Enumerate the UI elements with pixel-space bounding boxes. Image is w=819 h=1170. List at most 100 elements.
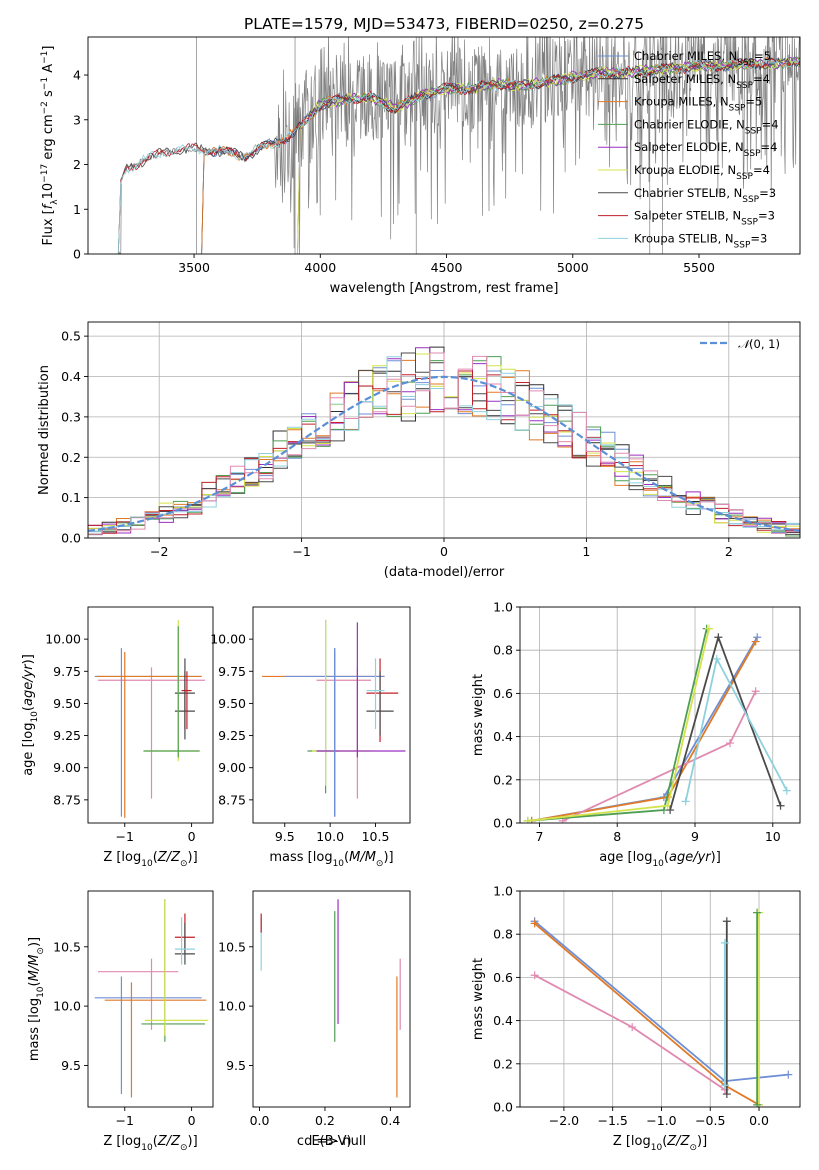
data-point (782, 786, 791, 795)
y-tick-label: 9.50 (218, 696, 246, 711)
y-tick-label: 9.75 (53, 664, 81, 679)
y-tick-label: 0.2 (493, 772, 513, 787)
plot-area (117, 37, 800, 254)
data-point (753, 1100, 762, 1107)
x-tick-label: 4000 (304, 260, 336, 275)
y-tick-label: 0 (73, 247, 81, 262)
x-tick-label: −1.5 (598, 1113, 628, 1128)
y-tick-label: 9.5 (61, 1058, 81, 1073)
x-tick-label: 0.0 (250, 1113, 270, 1128)
y-tick-label: 0.2 (493, 1056, 513, 1071)
panel-4: 7 8 9 10 0.0 0.2 0.4 0.6 0.8 1.0 (493, 600, 800, 844)
y-axis-label: Flux [fλ10−17 erg cm−2 s−1 A−1] (40, 46, 60, 246)
x-tick-label: 5000 (557, 260, 589, 275)
data-point (726, 739, 734, 748)
y-tick-label: 0.0 (493, 816, 513, 831)
y-tick-label: 0.4 (493, 1013, 513, 1028)
x-tick-label: 0 (188, 829, 196, 844)
axes-frame (87, 36, 801, 255)
plot-area (262, 619, 406, 817)
plot-area (520, 891, 800, 1107)
axes-frame (87, 321, 801, 539)
axes-frame (87, 606, 214, 824)
mass-weight-line (534, 974, 726, 1091)
x-tick-label: 2 (725, 544, 733, 559)
plot-area (88, 322, 800, 538)
model-line (297, 57, 800, 254)
chart-title: PLATE=1579, MJD=53473, FIBERID=0250, z=0… (244, 15, 644, 33)
x-axis-label: Z [log10(Z/Z⊙)] (103, 1134, 197, 1153)
y-tick-label: 1 (73, 202, 81, 217)
plot-area (520, 607, 800, 823)
x-tick-label: 3500 (178, 260, 210, 275)
legend-label: Chabrier STELIB, NSSP=3 (634, 186, 776, 205)
y-tick-label: 0.1 (61, 490, 81, 505)
y-tick-label: 9.25 (218, 728, 246, 743)
y-axis-label: mass weight (471, 958, 486, 1040)
y-tick-label: 0.5 (61, 329, 81, 344)
y-axis-label: Normed distribution (37, 365, 52, 495)
normal-reference-curve (88, 375, 800, 532)
legend-label: 𝒩(0, 1) (738, 337, 780, 351)
legend-label: Salpeter STELIB, NSSP=3 (634, 209, 775, 228)
x-tick-label: −2 (150, 544, 168, 559)
y-tick-label: 0.0 (493, 1100, 513, 1115)
y-tick-label: 0.6 (493, 686, 513, 701)
x-tick-label: 1 (582, 544, 590, 559)
x-tick-label: −1 (116, 829, 134, 844)
x-axis-label: Z [log10(Z/Z⊙)] (613, 1134, 707, 1153)
data-point (523, 816, 532, 823)
y-tick-label: 4 (73, 68, 81, 83)
mass-weight-line (562, 690, 757, 822)
x-tick-label: 0 (440, 544, 448, 559)
x-tick-label: 0.2 (315, 1113, 335, 1128)
data-point (628, 1023, 637, 1032)
y-tick-label: 9.00 (218, 760, 246, 775)
y-tick-label: 8.75 (218, 792, 246, 807)
axes-frame (87, 890, 214, 1108)
data-point (530, 919, 539, 928)
data-point (776, 801, 785, 810)
data-point (722, 917, 731, 926)
plot-area (94, 899, 209, 1098)
y-tick-label: 0.8 (493, 927, 513, 942)
y-tick-label: 0.4 (61, 369, 81, 384)
panel-0: 3500 4000 4500 5000 5500 0 1 2 3 4 (73, 37, 800, 275)
axes-frame (252, 606, 411, 824)
y-tick-label: 10.0 (218, 999, 246, 1014)
y-tick-label: 0.8 (493, 643, 513, 658)
x-axis-label: mass [log10(M/M⊙)] (269, 850, 393, 869)
data-point (530, 971, 539, 980)
x-axis-label: E(B-V) (311, 1134, 351, 1149)
y-axis-label: age [log10(age/yr)] (21, 654, 40, 776)
y-tick-label: 0.2 (61, 450, 81, 465)
x-tick-label: −0.5 (695, 1113, 725, 1128)
y-axis-label: mass weight (471, 674, 486, 756)
x-tick-label: 9 (691, 829, 699, 844)
data-point (705, 624, 713, 633)
y-tick-label: 3 (73, 112, 81, 127)
data-point (784, 1070, 793, 1079)
mass-weight-line (531, 636, 758, 822)
plot-area (260, 899, 401, 1098)
axes-frame (519, 606, 801, 824)
panel-6: 0.0 0.2 0.4 9.5 10.0 10.5 (218, 899, 401, 1128)
y-axis-label: mass [log10(M/M⊙)] (27, 937, 46, 1061)
y-tick-label: 9.75 (218, 664, 246, 679)
data-point (712, 654, 721, 663)
model-line (117, 57, 800, 254)
x-tick-label: 0 (188, 1113, 196, 1128)
data-point (751, 637, 760, 646)
x-axis-label: Z [log10(Z/Z⊙)] (103, 850, 197, 869)
y-tick-label: 9.5 (226, 1058, 246, 1073)
data-point (720, 1081, 729, 1090)
x-axis-label: (data-model)/error (384, 565, 505, 580)
panel-5: −1 0 9.5 10.0 10.5 (53, 899, 209, 1128)
data-point (751, 687, 760, 696)
legend-label: Kroupa ELODIE, NSSP=4 (634, 163, 770, 182)
panel-7: −2.0 −1.5 −1.0 −0.5 0.0 0.0 0.2 0.4 0.6 0.8 1.0 (493, 884, 800, 1128)
x-tick-label: −1 (116, 1113, 134, 1128)
y-tick-label: 0.4 (493, 729, 513, 744)
